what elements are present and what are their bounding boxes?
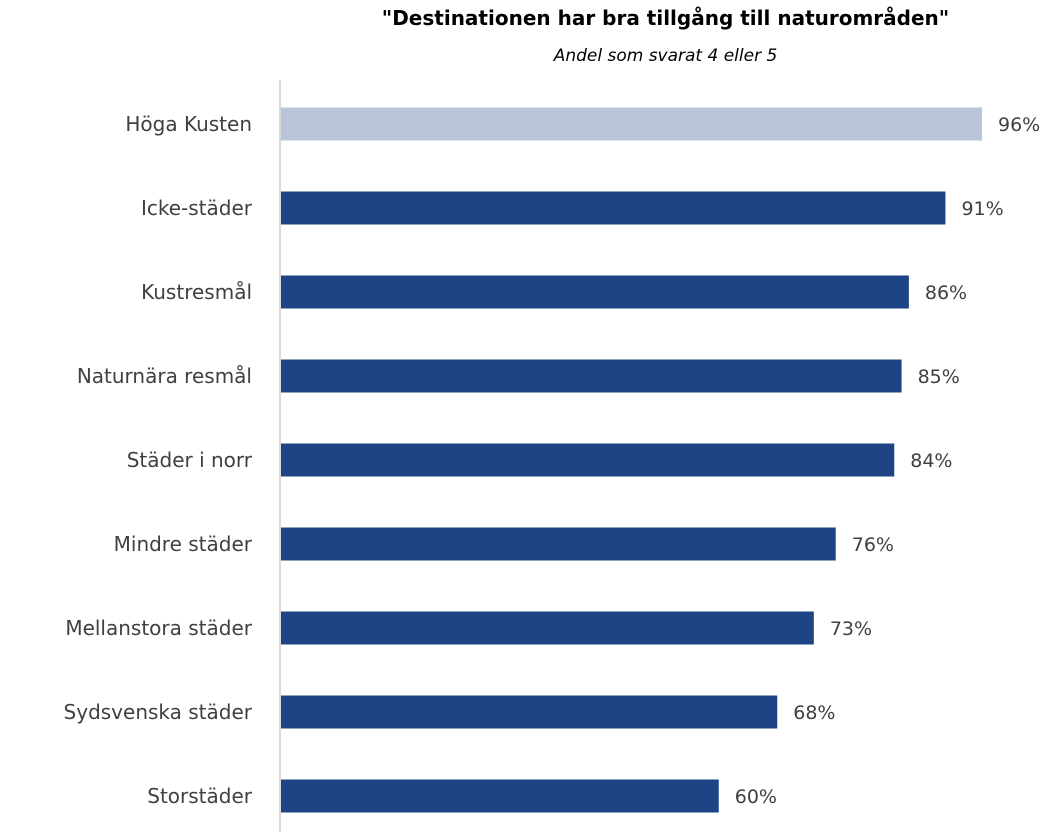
data-label: 84% [910,450,952,472]
category-label: Sydsvenska städer [64,700,253,724]
bar [280,191,946,225]
bar [280,359,902,393]
bar [280,779,719,813]
category-label: Storstäder [147,784,253,808]
category-label: Kustresmål [141,280,252,304]
data-label: 86% [925,282,967,304]
data-label: 91% [961,198,1003,220]
category-label: Icke-städer [141,196,253,220]
data-label: 96% [998,114,1040,136]
category-label: Höga Kusten [125,112,252,136]
data-label: 76% [852,534,894,556]
category-label: Naturnära resmål [77,364,252,388]
data-label: 85% [918,366,960,388]
bar [280,443,895,477]
data-label: 68% [793,702,835,724]
bar [280,527,836,561]
category-labels: Höga Kusten Icke-städer Kustresmål Naturnär… [64,112,253,808]
data-label: 60% [735,786,777,808]
bar [280,695,778,729]
chart-subtitle: Andel som svarat 4 eller 5 [553,46,778,66]
value-labels: 96% 91% 86% 85% 84% 76% 73% 68% 60% [735,114,1040,808]
data-label: 73% [830,618,872,640]
bar [280,275,909,309]
category-label: Mellanstora städer [65,616,252,640]
category-label: Städer i norr [127,448,253,472]
bars-group [280,107,982,813]
category-label: Mindre städer [114,532,253,556]
bar [280,107,982,141]
bar [280,611,814,645]
chart-title: "Destinationen har bra tillgång till nat… [381,6,950,30]
